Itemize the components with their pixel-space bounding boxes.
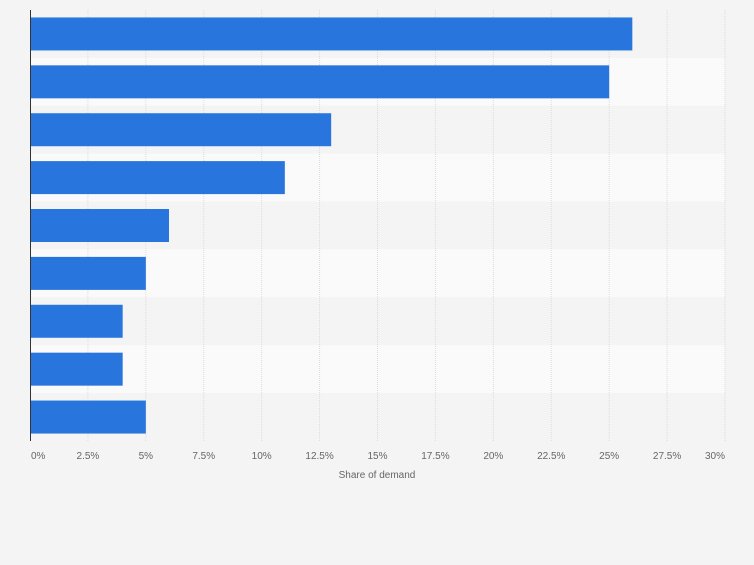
x-tick-label: 27.5% bbox=[653, 451, 681, 462]
x-tick-label: 17.5% bbox=[421, 451, 449, 462]
x-tick-label: 22.5% bbox=[537, 451, 565, 462]
bar[interactable] bbox=[30, 352, 123, 386]
x-tick-label: 10% bbox=[252, 451, 272, 462]
bar[interactable] bbox=[30, 256, 146, 290]
bar[interactable] bbox=[30, 65, 610, 99]
bar[interactable] bbox=[30, 304, 123, 338]
x-tick-labels: 0% 2.5% 5% 7.5% 10% 12.5% 15% 17.5% 20% 22.5% 25% 2… bbox=[31, 451, 725, 462]
row-band bbox=[30, 297, 725, 346]
bar[interactable] bbox=[30, 17, 633, 51]
x-tick-label: 7.5% bbox=[192, 451, 215, 462]
x-tick-label: 12.5% bbox=[305, 451, 333, 462]
x-tick-label: 25% bbox=[599, 451, 619, 462]
x-tick-label: 0% bbox=[31, 451, 46, 462]
bar[interactable] bbox=[30, 209, 169, 242]
row-band bbox=[30, 345, 725, 394]
bar[interactable] bbox=[30, 400, 146, 434]
x-axis-label: Share of demand bbox=[339, 470, 416, 481]
x-tick-label: 30% bbox=[705, 451, 725, 462]
x-tick-label: 20% bbox=[483, 451, 503, 462]
x-tick-label: 15% bbox=[367, 451, 387, 462]
bar[interactable] bbox=[30, 113, 332, 147]
bars bbox=[30, 17, 633, 434]
x-tick-label: 5% bbox=[139, 451, 154, 462]
bar[interactable] bbox=[30, 161, 285, 195]
x-tick-label: 2.5% bbox=[77, 451, 100, 462]
